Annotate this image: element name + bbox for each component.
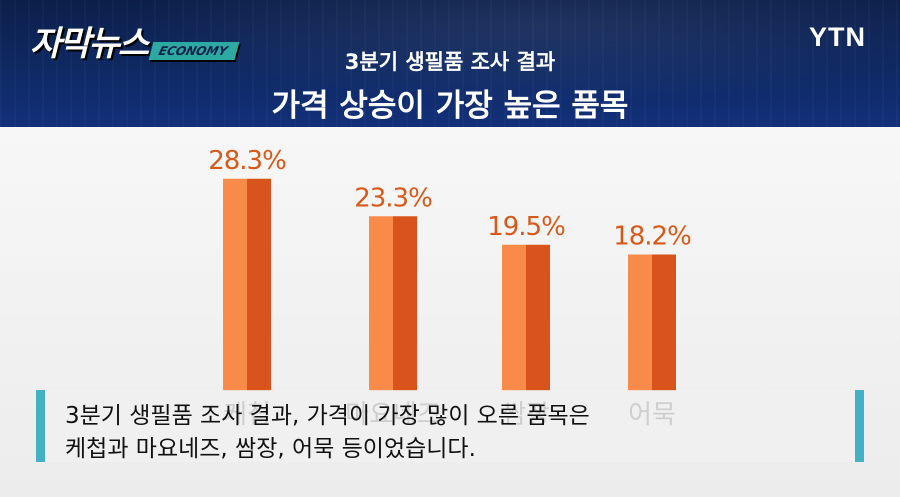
caption-line-1: 3분기 생필품 조사 결과, 가격이 가장 많이 오른 품목은 bbox=[65, 403, 590, 429]
chart-title: 가격 상승이 가장 높은 품목 bbox=[271, 88, 629, 124]
bar-4 bbox=[628, 254, 676, 391]
brand-title: 자막뉴스 bbox=[30, 24, 149, 64]
bar-3-dark-half bbox=[526, 244, 550, 391]
bar-3 bbox=[502, 244, 550, 391]
bar-1-light-half bbox=[223, 178, 247, 391]
header-banner: 자막뉴스 ECONOMY YTN 3분기 생필품 조사 결과 가격 상승이 가장… bbox=[0, 0, 900, 127]
value-label-2: 23.3% bbox=[354, 183, 432, 213]
caption-line-2: 케첩과 마요네즈, 쌈장, 어묵 등이었습니다. bbox=[65, 436, 476, 462]
bar-4-dark-half bbox=[652, 254, 676, 391]
bar-2-light-half bbox=[369, 216, 393, 391]
chart-subtitle: 3분기 생필품 조사 결과 bbox=[344, 50, 556, 74]
bar-2 bbox=[369, 216, 417, 391]
bar-4-light-half bbox=[628, 254, 652, 391]
bar-2-dark-half bbox=[393, 216, 417, 391]
caption-box: 3분기 생필품 조사 결과, 가격이 가장 많이 오른 품목은 케첩과 마요네즈… bbox=[36, 390, 864, 462]
value-label-3: 19.5% bbox=[487, 212, 565, 242]
bar-1 bbox=[223, 178, 271, 391]
brand-logo: 자막뉴스 ECONOMY bbox=[30, 18, 240, 64]
bar-3-light-half bbox=[502, 244, 526, 391]
bar-1-dark-half bbox=[247, 178, 271, 391]
bar-chart: 28.3%케첩23.3%마요네즈19.5%쌈장18.2%어묵 bbox=[208, 146, 692, 430]
ytn-logo: YTN bbox=[809, 22, 866, 52]
value-label-1: 28.3% bbox=[208, 146, 286, 176]
value-label-4: 18.2% bbox=[613, 222, 691, 252]
